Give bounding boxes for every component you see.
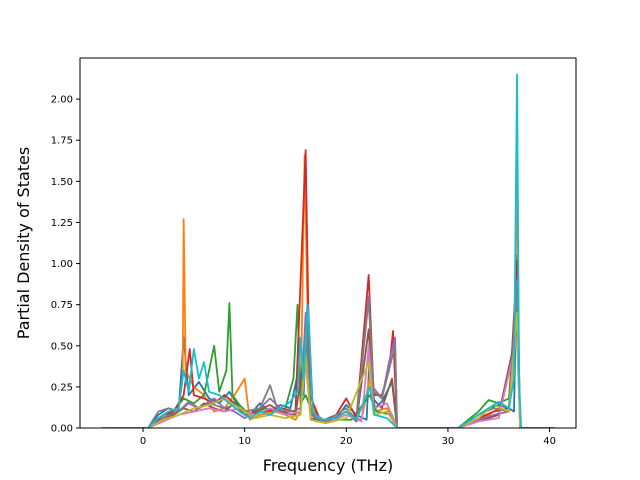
x-tick-label: 10 [238, 436, 251, 447]
x-axis-label: Frequency (THz) [263, 456, 393, 475]
x-tick-label: 40 [543, 436, 556, 447]
x-tick-label: 30 [442, 436, 455, 447]
y-tick-label: 1.50 [51, 177, 73, 188]
y-tick-label: 2.00 [51, 95, 73, 106]
x-tick-label: 20 [340, 436, 353, 447]
series-line-3 [102, 295, 555, 428]
plot-frame [79, 57, 577, 429]
y-tick-label: 1.00 [51, 259, 73, 270]
x-tick-label: 0 [140, 436, 146, 447]
y-tick-label: 1.75 [51, 136, 73, 147]
series-line-9 [102, 311, 555, 428]
series-layer [102, 73, 555, 428]
y-axis-label: Partial Density of States [14, 147, 33, 339]
x-axis-ticks: 0 10 20 30 40 [140, 428, 556, 447]
y-tick-label: 0.50 [51, 341, 73, 352]
y-tick-label: 1.25 [51, 218, 73, 229]
y-axis-ticks: 0.00 0.25 0.50 0.75 1.00 1.25 1.50 1.75 2.00 [51, 95, 80, 435]
y-tick-label: 0.75 [51, 300, 73, 311]
y-tick-label: 0.00 [51, 424, 73, 435]
series-line-10 [102, 73, 555, 428]
y-tick-label: 0.25 [51, 382, 73, 393]
